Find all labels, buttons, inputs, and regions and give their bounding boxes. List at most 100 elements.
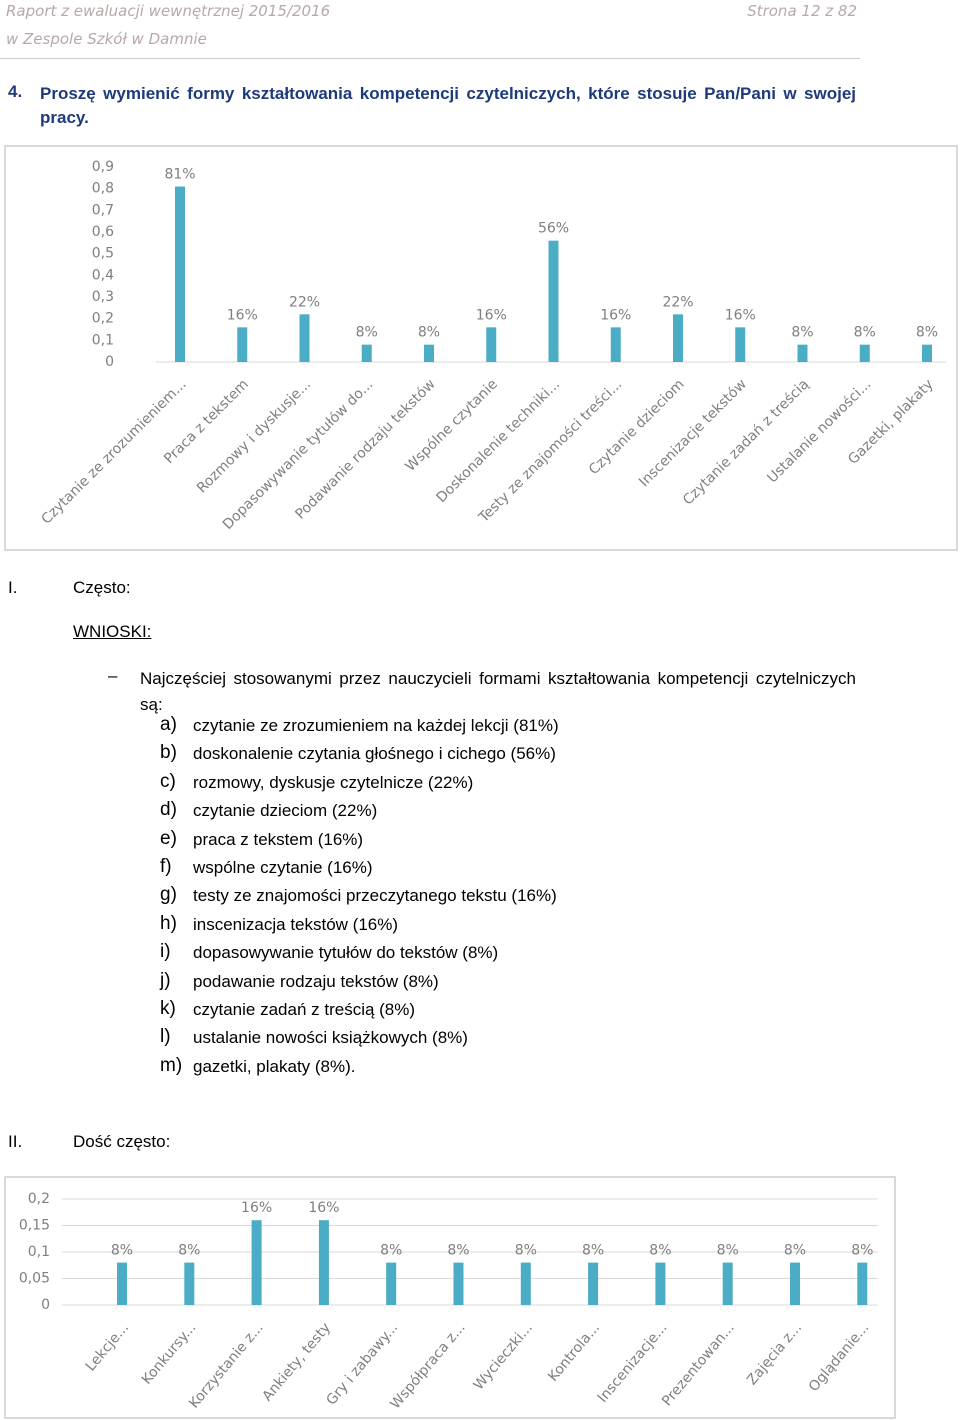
bar — [318, 1220, 329, 1305]
bar — [520, 1262, 531, 1305]
bar — [237, 327, 248, 362]
list-item-letter: c) — [160, 770, 176, 792]
x-tick-label: Oglądanie... — [806, 1320, 873, 1395]
list-item-letter: b) — [160, 742, 177, 764]
x-tick-label: Prezentowan... — [659, 1320, 738, 1409]
data-label: 8% — [582, 1243, 604, 1259]
list-item-letter: h) — [160, 912, 177, 934]
section-numeral: II. — [8, 1132, 23, 1151]
y-tick-label: 0,1 — [92, 332, 114, 348]
x-tick-label: Wycieczki... — [471, 1320, 536, 1393]
bar — [735, 327, 746, 362]
question-number: 4. — [8, 82, 23, 101]
x-tick-label: Korzystanie z... — [186, 1320, 267, 1412]
list-item-text: czytanie ze zrozumieniem na każdej lekcj… — [193, 716, 559, 735]
data-label: 8% — [418, 325, 440, 341]
data-label: 8% — [447, 1243, 469, 1259]
list-item-text: testy ze znajomości przeczytanego tekstu… — [193, 886, 557, 906]
list-item-text: dopasowywanie tytułów do tekstów (8%) — [193, 943, 499, 963]
data-label: 16% — [600, 307, 631, 323]
list-item-letter: m) — [160, 1054, 183, 1076]
conclusions-heading: WNIOSKI: — [73, 622, 152, 641]
list-item-text: rozmowy, dyskusje czytelnicze (22%) — [193, 772, 474, 792]
list-item-text: praca z tekstem (16%) — [193, 829, 364, 849]
x-tick-label: Gry i zabawy... — [323, 1320, 401, 1409]
bar — [184, 1262, 195, 1305]
data-label: 16% — [308, 1200, 339, 1216]
y-tick-label: 0,6 — [92, 224, 114, 240]
x-tick-label: Współpraca z... — [387, 1320, 468, 1412]
list-item-letter: g) — [160, 884, 177, 906]
list-item-text: gazetki, plakaty (8%). — [193, 1056, 356, 1076]
data-label: 8% — [851, 1243, 873, 1259]
list-item-text: czytanie zadań z treścią (8%) — [193, 1000, 416, 1019]
data-label: 16% — [227, 307, 258, 323]
bar — [859, 344, 870, 362]
x-tick-label: Konkursy... — [139, 1320, 200, 1388]
y-tick-label: 0,2 — [28, 1191, 50, 1207]
data-label: 22% — [289, 294, 320, 310]
data-label: 16% — [725, 307, 756, 323]
x-tick-label: Lekcje... — [83, 1320, 132, 1375]
bar — [386, 1262, 397, 1305]
chart: 0 0,1 0,2 0,3 0,4 0,5 0,6 0,7 0,8 0,9 81% Czytanie … — [4, 145, 958, 551]
x-tick-label: Ustalanie nowości... — [764, 376, 874, 486]
y-tick-label: 0,5 — [92, 246, 114, 262]
list-item-letter: e) — [160, 827, 177, 849]
bar — [424, 344, 434, 362]
list-item-letter: a) — [160, 714, 177, 735]
data-label: 81% — [164, 167, 195, 183]
section-heading: Dość często: — [73, 1132, 171, 1151]
bar — [548, 240, 559, 362]
y-tick-label: 0,1 — [28, 1244, 50, 1260]
bar — [790, 1262, 800, 1305]
section-numeral: I. — [8, 578, 18, 597]
data-label: 8% — [791, 325, 813, 341]
dash: – — [108, 666, 118, 685]
chart: 0 0,05 0,1 0,15 0,2 8% Lekcje... 8% Konkursy... 1… — [4, 1176, 896, 1419]
list-item-text: doskonalenie czytania głośnego i cichego… — [193, 744, 556, 764]
x-tick-label: Rozmowy i dyskusje... — [194, 376, 314, 496]
data-label: 8% — [380, 1243, 402, 1259]
bar — [175, 186, 185, 362]
bar — [673, 314, 683, 362]
section-heading: Często: — [73, 578, 131, 597]
list-item-letter: i) — [160, 941, 171, 963]
y-tick-label: 0 — [105, 354, 114, 370]
data-label: 16% — [476, 307, 507, 323]
data-label: 8% — [717, 1243, 739, 1259]
x-tick-label: Inscenizacje tekstów — [636, 376, 750, 490]
data-label: 8% — [178, 1243, 200, 1259]
list-item-letter: d) — [160, 799, 177, 821]
list-item-letter: f) — [160, 856, 172, 877]
x-tick-label: Kontrola... — [545, 1320, 603, 1385]
y-tick-label: 0,7 — [92, 202, 114, 218]
bar — [117, 1262, 127, 1305]
bar — [299, 314, 310, 362]
data-label: 8% — [916, 325, 938, 341]
data-label: 56% — [538, 221, 569, 237]
bar — [655, 1262, 666, 1305]
y-tick-label: 0,3 — [92, 289, 114, 305]
data-label: 8% — [515, 1243, 537, 1259]
x-tick-label: Zajęcia z... — [744, 1320, 805, 1389]
y-tick-label: 0,15 — [19, 1218, 50, 1234]
conclusions-intro: Najczęściej stosowanymi przez nauczyciel… — [140, 669, 856, 714]
data-label: 16% — [241, 1200, 272, 1216]
list-item-text: czytanie dzieciom (22%) — [193, 801, 378, 821]
x-tick-label: Inscenizacje... — [595, 1320, 671, 1406]
list-item-text: podawanie rodzaju tekstów (8%) — [193, 971, 439, 991]
question-text: Proszę wymienić formy kształtowania komp… — [40, 84, 856, 127]
y-tick-label: 0,4 — [92, 267, 114, 283]
list-item-letter: k) — [160, 998, 176, 1019]
list-item-text: ustalanie nowości książkowych (8%) — [193, 1028, 468, 1048]
data-label: 8% — [111, 1243, 133, 1259]
y-tick-label: 0,2 — [92, 311, 114, 327]
bar — [251, 1220, 262, 1305]
data-label: 8% — [356, 325, 378, 341]
bar — [361, 344, 372, 362]
bar — [922, 344, 932, 362]
list-item-letter: l) — [160, 1026, 171, 1048]
bar — [486, 327, 497, 362]
